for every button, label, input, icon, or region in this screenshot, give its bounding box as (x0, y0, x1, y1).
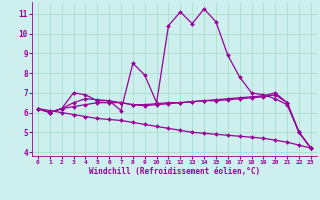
X-axis label: Windchill (Refroidissement éolien,°C): Windchill (Refroidissement éolien,°C) (89, 167, 260, 176)
